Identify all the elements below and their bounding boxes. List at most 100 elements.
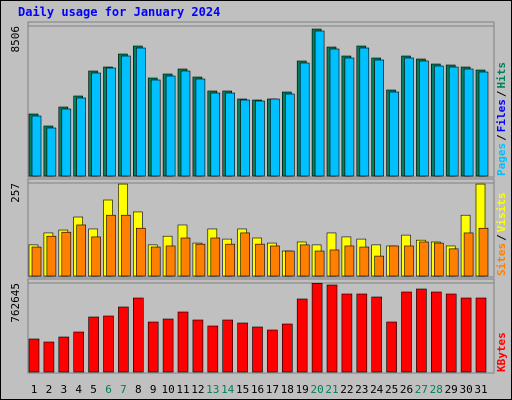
bar	[478, 71, 489, 177]
bar	[341, 293, 353, 373]
bar	[240, 232, 250, 277]
axis-label-part: KBytes	[495, 332, 508, 372]
axis-label: Sites /Visits	[495, 193, 508, 277]
bar	[222, 319, 233, 373]
axis-label-part: Pages	[495, 143, 508, 176]
bar	[43, 341, 55, 373]
bar	[46, 127, 57, 177]
x-tick-label: 23	[355, 383, 368, 396]
x-tick-label: 5	[90, 383, 97, 396]
bar	[329, 249, 340, 277]
bar	[344, 57, 355, 177]
bar	[430, 291, 442, 373]
bar	[344, 245, 355, 277]
bar	[225, 92, 235, 177]
bar	[284, 250, 295, 277]
bar	[374, 59, 385, 177]
bar	[296, 298, 308, 373]
bar	[255, 243, 265, 277]
bar	[165, 245, 176, 277]
bar	[255, 100, 265, 177]
bar	[133, 297, 144, 373]
bar	[448, 66, 459, 177]
bar	[299, 244, 310, 277]
x-tick-label: 8	[135, 383, 142, 396]
bar	[195, 78, 206, 177]
bar	[103, 315, 114, 373]
axis-label-part: Visits	[495, 193, 508, 233]
x-tick-label: 6	[105, 383, 112, 396]
x-tick-label: 1	[31, 383, 38, 396]
bar	[58, 336, 70, 373]
bar	[416, 288, 427, 373]
bar	[61, 231, 72, 277]
bar	[463, 68, 474, 177]
x-tick-label: 3	[60, 383, 67, 396]
bar	[314, 30, 325, 177]
bar	[326, 284, 338, 373]
x-tick-label: 30	[459, 383, 472, 396]
bar	[195, 243, 206, 277]
bar	[28, 338, 40, 373]
x-tick-label: 19	[296, 383, 309, 396]
bar	[136, 227, 146, 277]
bar	[445, 293, 457, 373]
x-tick-label: 13	[206, 383, 219, 396]
bar	[240, 99, 250, 177]
x-tick-label: 11	[176, 383, 189, 396]
bar	[121, 55, 131, 177]
x-tick-label: 17	[266, 383, 279, 396]
x-tick-label: 24	[370, 383, 384, 396]
bar	[448, 248, 459, 277]
bar	[386, 321, 397, 373]
axis-label-part: /	[495, 134, 508, 141]
axis-label: Pages/Files/Hits	[495, 62, 508, 176]
bar	[401, 291, 412, 373]
bar	[419, 60, 429, 177]
bar	[299, 62, 310, 177]
x-tick-label: 29	[445, 383, 458, 396]
bar	[237, 322, 248, 373]
bar	[106, 214, 116, 277]
axis-label-part: /	[495, 234, 508, 241]
x-tick-label: 2	[46, 383, 53, 396]
bar	[106, 67, 116, 177]
x-tick-label: 31	[474, 383, 487, 396]
bar	[136, 47, 146, 177]
bar	[192, 319, 204, 373]
bar	[359, 47, 370, 177]
bar	[150, 246, 161, 277]
bar	[76, 224, 86, 277]
bar	[267, 329, 278, 373]
x-tick-label: 12	[191, 383, 204, 396]
bar	[463, 232, 474, 277]
axis-label-part: Sites	[495, 243, 508, 276]
bar	[210, 92, 221, 177]
x-tick-label: 16	[251, 383, 264, 396]
bar	[88, 316, 99, 373]
bar	[91, 236, 101, 277]
bar	[478, 227, 489, 277]
axis-label-part: /	[495, 90, 508, 97]
x-tick-label: 21	[325, 383, 338, 396]
bar	[475, 297, 487, 373]
bar	[225, 243, 235, 277]
bar	[374, 255, 385, 277]
x-tick-label: 14	[221, 383, 235, 396]
x-tick-label: 7	[120, 383, 127, 396]
bar	[371, 296, 383, 373]
bar	[270, 245, 280, 277]
bar	[150, 79, 161, 177]
bar	[147, 321, 159, 373]
bar	[433, 242, 444, 277]
bar	[207, 325, 219, 373]
y-tick-label: 257	[9, 183, 22, 203]
bar	[356, 293, 368, 373]
x-tick-label: 10	[161, 383, 174, 396]
bar	[329, 48, 340, 177]
x-tick-label: 22	[340, 383, 353, 396]
bar	[31, 115, 42, 177]
bar	[284, 93, 295, 177]
chart-title: Daily usage for January 2024	[18, 5, 220, 19]
